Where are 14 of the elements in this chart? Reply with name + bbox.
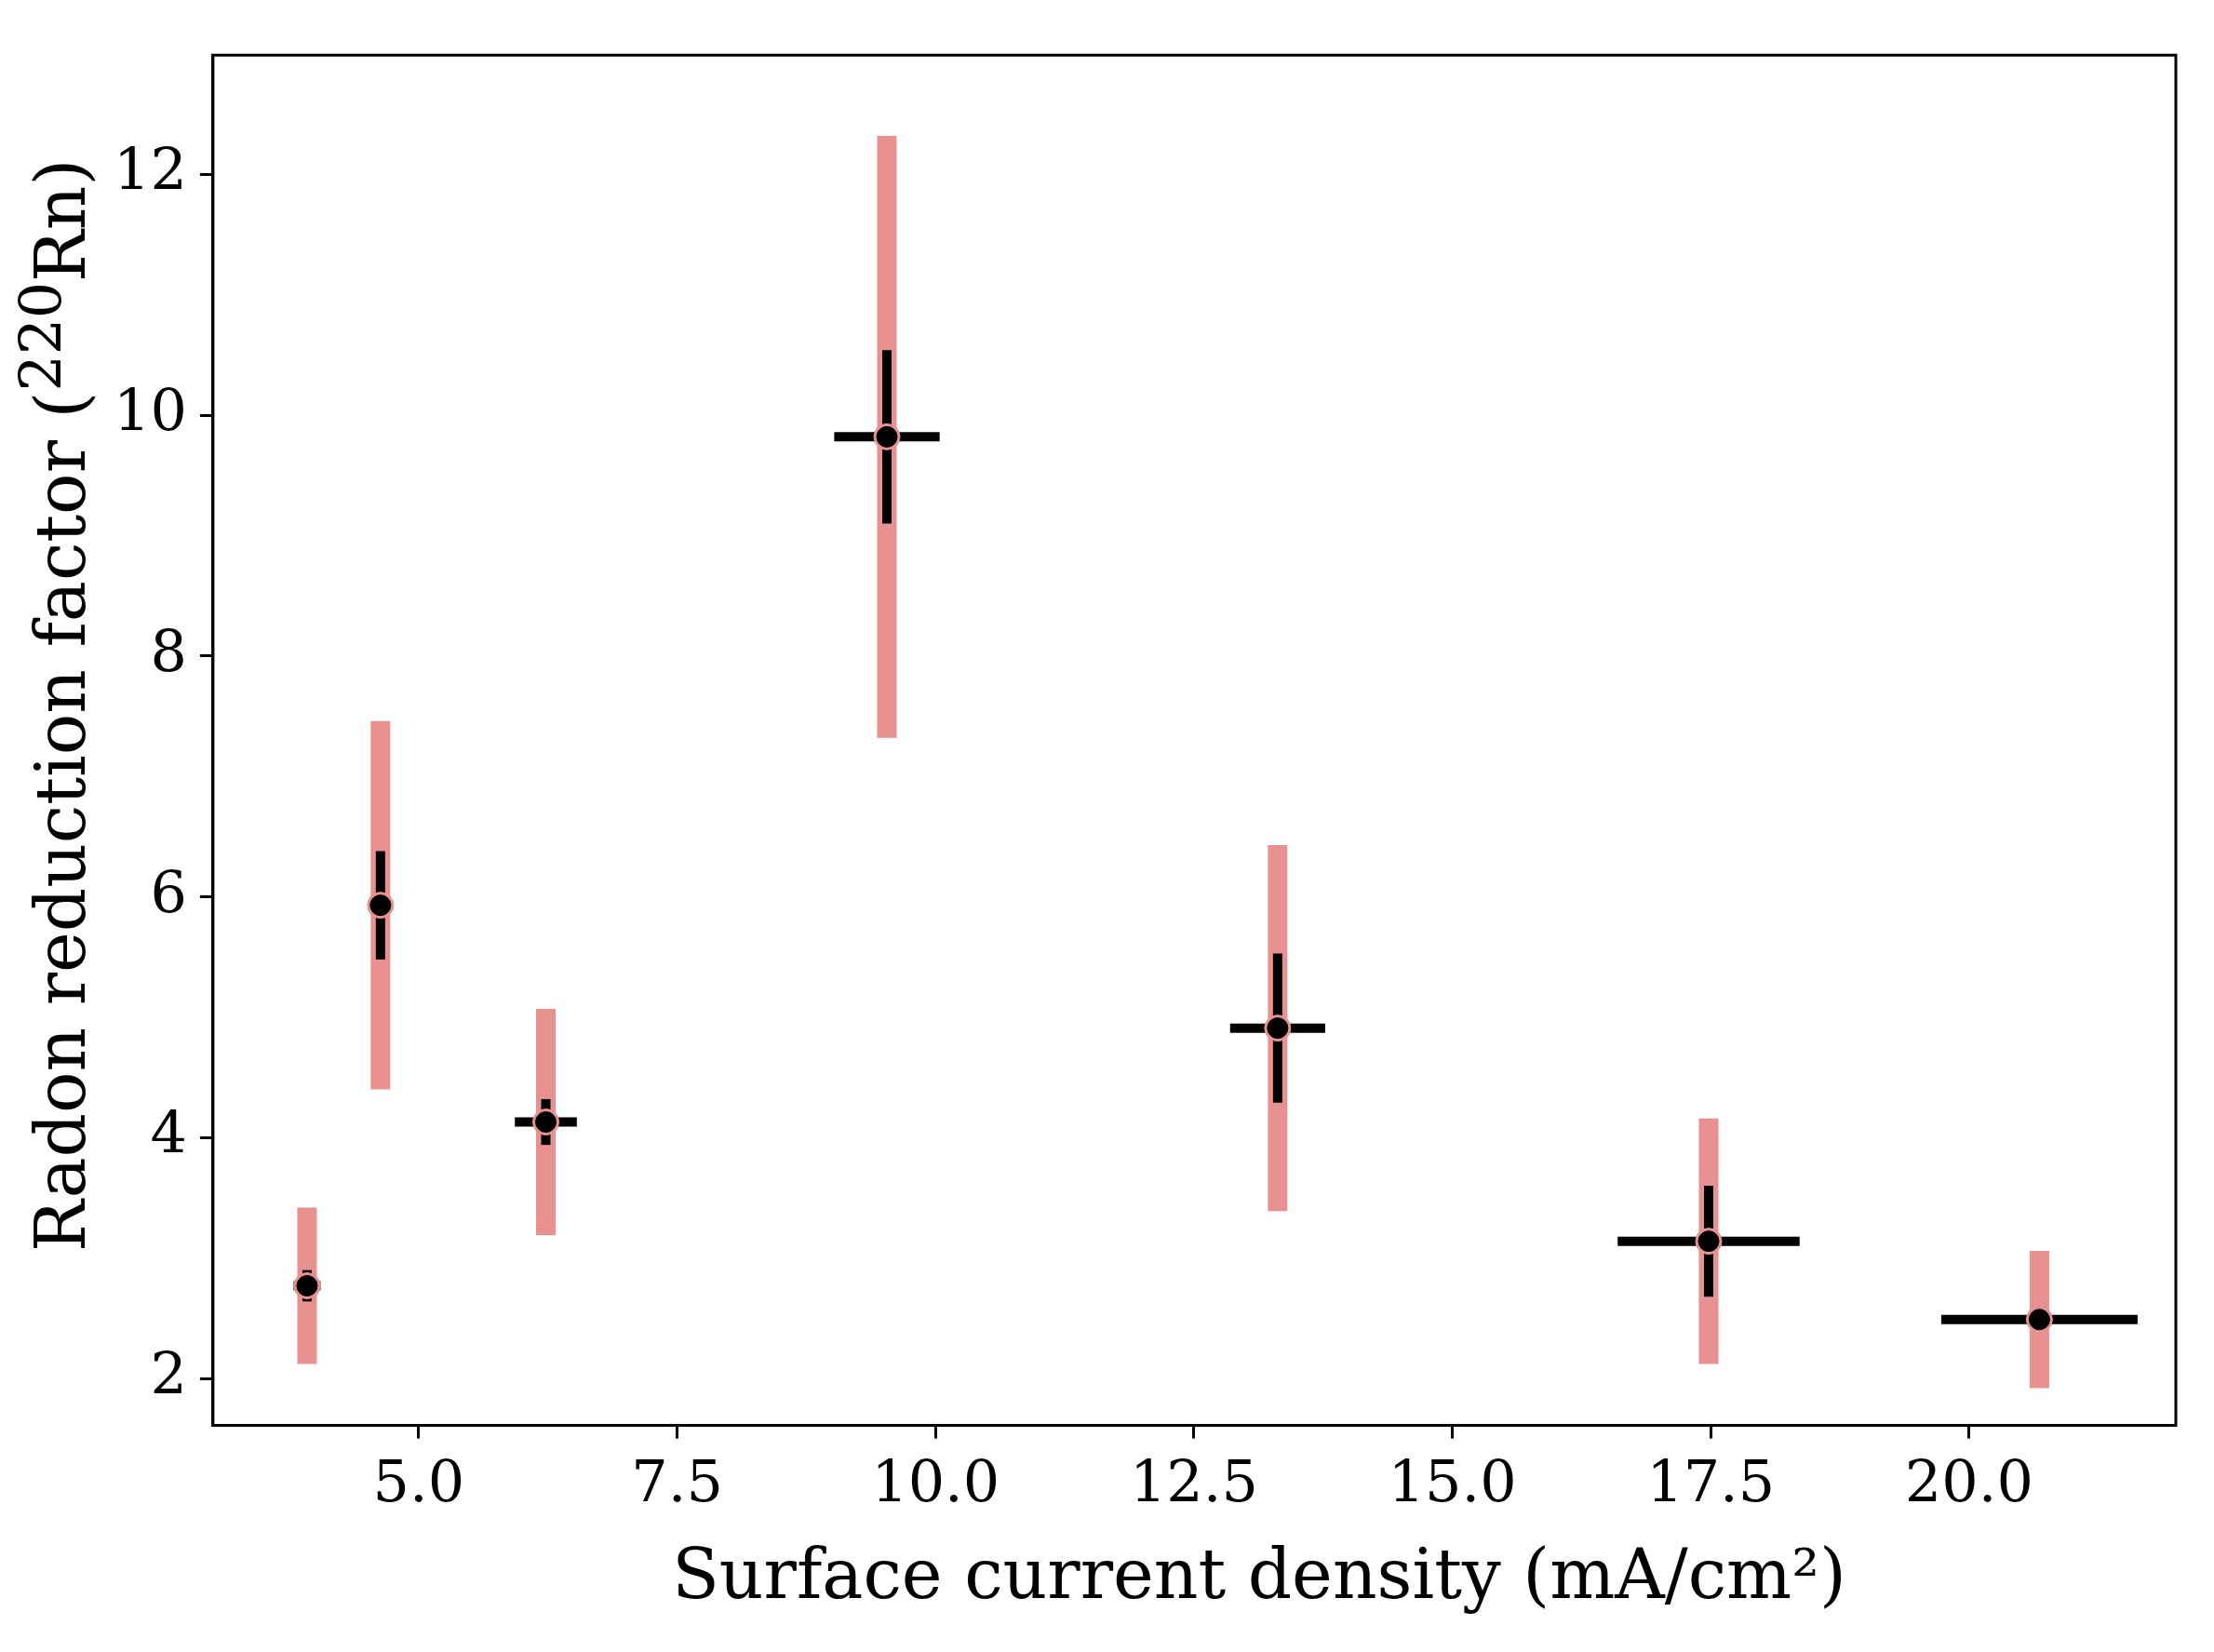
- x-tick-label: 12.5: [1129, 1446, 1258, 1515]
- x-tick-label: 5.0: [372, 1446, 465, 1515]
- y-tick-label: 8: [150, 616, 187, 685]
- x-tick-label: 10.0: [871, 1446, 1000, 1515]
- y-tick-label: 2: [150, 1339, 187, 1408]
- x-tick-label: 20.0: [1904, 1446, 2033, 1515]
- x-axis-title: Surface current density (mA/cm²): [671, 1534, 1847, 1614]
- y-tick-label: 6: [150, 857, 187, 926]
- y-tick-label: 10: [113, 376, 187, 445]
- x-tick-label: 15.0: [1388, 1446, 1517, 1515]
- y-tick-label: 4: [150, 1098, 187, 1167]
- y-tick-label: 12: [113, 135, 187, 204]
- x-tick-label: 7.5: [631, 1446, 723, 1515]
- x-tick-label: 17.5: [1646, 1446, 1776, 1515]
